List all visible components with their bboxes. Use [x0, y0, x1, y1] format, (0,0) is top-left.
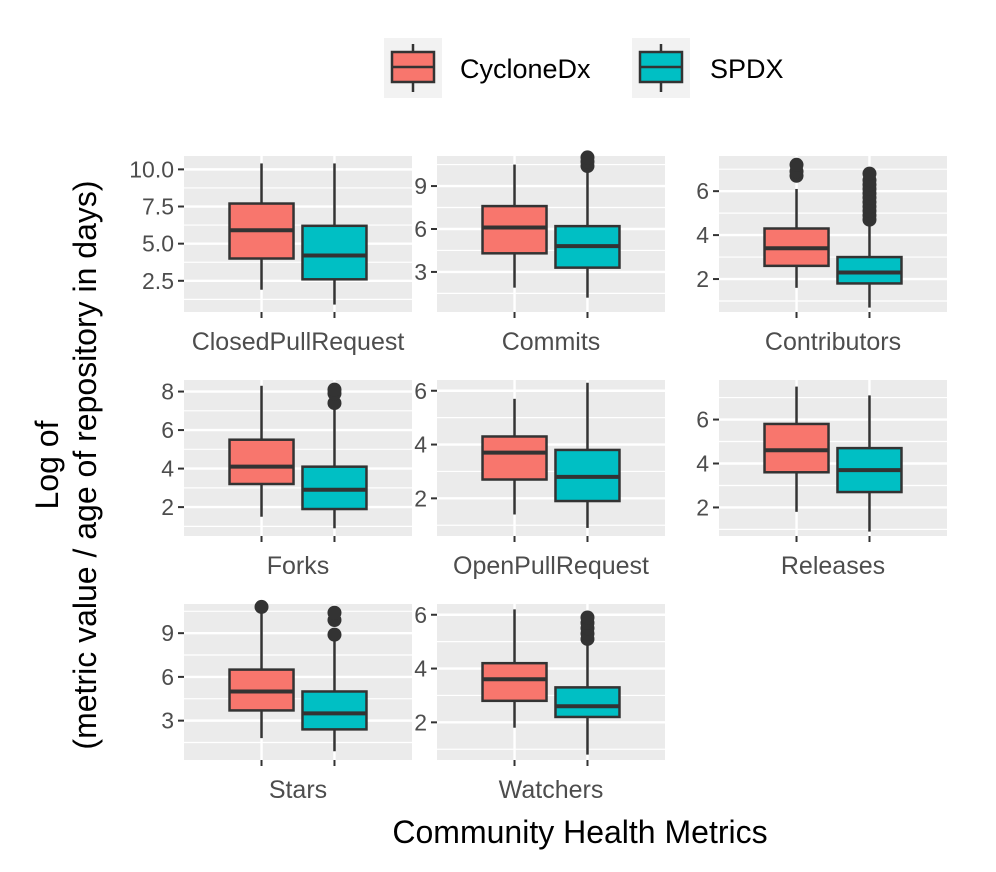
panel-contributors: 2 4 6 Contributors [696, 156, 947, 356]
y-tick-label: 7.5 [142, 194, 174, 220]
facet-panels: 2.5 5.0 7.5 10.0 ClosedPullRequest 3 6 9 Commits… [129, 150, 947, 804]
box-iqr [554, 686, 621, 719]
y-tick-label: 9 [161, 620, 174, 646]
y-tick-label: 3 [414, 259, 427, 285]
box-iqr [763, 422, 830, 474]
box-cyclonedx-closedpullrequest [228, 163, 295, 290]
outlier-point [862, 166, 877, 181]
y-tick-label: 6 [414, 378, 427, 404]
box-spdx-closedpullrequest [301, 163, 368, 305]
box-spdx-releases [836, 395, 903, 532]
panel-background [184, 380, 412, 536]
panel-background [184, 156, 412, 312]
panel-releases: 2 4 6 Releases [696, 380, 947, 580]
panel-background [719, 380, 947, 536]
box-cyclonedx-openpullrequest [481, 398, 548, 515]
legend: CycloneDx SPDX [384, 38, 784, 98]
y-tick-label: 6 [414, 216, 427, 242]
y-tick-label: 4 [414, 432, 427, 458]
box-iqr [301, 224, 368, 281]
panel-watchers: 2 4 6 Watchers [414, 602, 665, 804]
box-iqr [481, 204, 548, 255]
box-spdx-openpullrequest [554, 382, 621, 528]
y-tick-label: 6 [161, 664, 174, 690]
facet-label-releases: Releases [781, 552, 885, 580]
y-axis-title-line1: Log of [29, 420, 65, 509]
y-tick-label: 6 [161, 417, 174, 443]
facet-label-contributors: Contributors [765, 328, 901, 356]
facet-label-watchers: Watchers [499, 776, 604, 804]
facet-label-closedpullrequest: ClosedPullRequest [192, 328, 405, 356]
box-cyclonedx-watchers [481, 609, 548, 728]
box-cyclonedx-contributors [763, 157, 830, 288]
panel-background [437, 380, 665, 536]
y-tick-label: 4 [696, 222, 709, 248]
box-spdx-stars [301, 605, 368, 752]
y-tick-label: 4 [696, 450, 709, 476]
y-tick-label: 6 [696, 407, 709, 433]
panel-closedpullrequest: 2.5 5.0 7.5 10.0 ClosedPullRequest [129, 156, 412, 356]
panel-background [437, 156, 665, 312]
y-tick-label: 8 [161, 379, 174, 405]
outlier-point [327, 396, 342, 411]
outlier-point [327, 382, 342, 397]
outlier-point [580, 150, 595, 165]
outlier-point [580, 610, 595, 625]
y-tick-label: 3 [161, 708, 174, 734]
y-axis-title-line2: (metric value / age of repository in day… [67, 180, 103, 749]
facet-label-forks: Forks [267, 552, 330, 580]
box-iqr [836, 255, 903, 285]
y-tick-label: 9 [414, 173, 427, 199]
y-tick-label: 10.0 [129, 156, 174, 182]
y-tick-label: 2 [696, 494, 709, 520]
box-spdx-contributors [836, 166, 903, 308]
facet-label-stars: Stars [269, 776, 327, 804]
box-iqr [228, 438, 295, 486]
panel-forks: 2 4 6 8 Forks [161, 379, 412, 580]
y-tick-label: 2 [696, 266, 709, 292]
box-spdx-forks [301, 382, 368, 529]
box-iqr [301, 690, 368, 731]
x-axis-title: Community Health Metrics [392, 814, 767, 850]
panel-commits: 3 6 9 Commits [414, 150, 665, 356]
box-cyclonedx-releases [763, 386, 830, 512]
facet-label-openpullrequest: OpenPullRequest [453, 552, 649, 580]
box-iqr [481, 435, 548, 481]
box-spdx-commits [554, 150, 621, 298]
y-tick-label: 4 [414, 656, 427, 682]
y-tick-label: 2 [414, 709, 427, 735]
panel-background [184, 604, 412, 760]
outlier-point [789, 157, 804, 172]
y-tick-label: 6 [696, 178, 709, 204]
panel-stars: 3 6 9 Stars [161, 599, 412, 804]
outlier-point [254, 599, 269, 614]
y-tick-label: 2 [161, 494, 174, 520]
y-tick-label: 6 [414, 602, 427, 628]
y-tick-label: 2 [414, 485, 427, 511]
box-cyclonedx-forks [228, 385, 295, 517]
panel-openpullrequest: 2 4 6 OpenPullRequest [414, 378, 665, 580]
y-tick-label: 2.5 [142, 268, 174, 294]
legend-label-cyclonedx: CycloneDx [460, 54, 591, 84]
legend-label-spdx: SPDX [710, 54, 784, 84]
box-cyclonedx-commits [481, 164, 548, 288]
outlier-point [327, 627, 342, 642]
panel-background [437, 604, 665, 760]
box-iqr [481, 661, 548, 703]
box-spdx-watchers [554, 610, 621, 755]
outlier-point [327, 605, 342, 620]
y-tick-label: 5.0 [142, 231, 174, 257]
facet-label-commits: Commits [502, 328, 601, 356]
box-cyclonedx-stars [228, 599, 295, 739]
y-tick-label: 4 [161, 456, 174, 482]
